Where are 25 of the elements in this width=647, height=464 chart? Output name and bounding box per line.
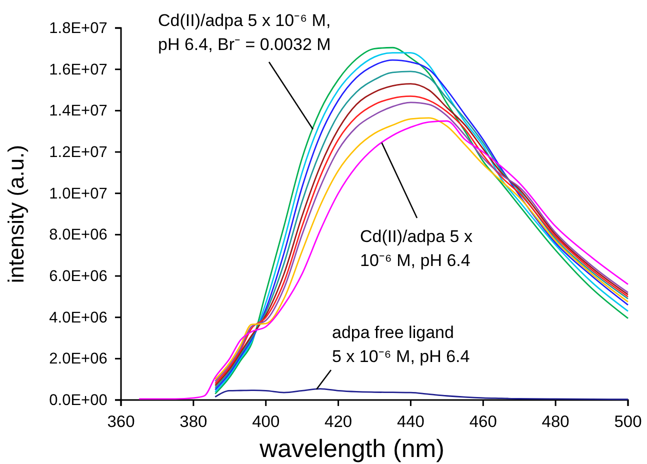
line-series bbox=[138, 120, 629, 400]
x-tick-label: 400 bbox=[252, 413, 280, 432]
y-tick-label: 0.0E+00 bbox=[49, 392, 108, 409]
y-tick-label: 1.6E+07 bbox=[49, 61, 108, 78]
x-tick-label: 460 bbox=[469, 413, 497, 432]
x-tick-label: 380 bbox=[180, 413, 208, 432]
y-tick-label: 1.4E+07 bbox=[49, 102, 108, 120]
y-tick-label: 2.0E+06 bbox=[49, 350, 108, 368]
line-series bbox=[214, 388, 629, 400]
x-tick-label: 440 bbox=[396, 413, 424, 432]
y-tick-label: 4.0E+06 bbox=[49, 309, 108, 326]
x-tick-label: 420 bbox=[324, 413, 352, 432]
annotation: Cd(II)/adpa 5 x 10⁻⁶ M, pH 6.4, Br⁻ = 0.0032 M bbox=[158, 11, 331, 54]
x-axis-title: wavelength (nm) bbox=[258, 435, 444, 463]
y-tick-label: 1.0E+07 bbox=[49, 185, 108, 202]
y-tick-label: 8.0E+06 bbox=[49, 226, 108, 244]
annotation: Cd(II)/adpa 5 x 10⁻⁶ M, pH 6.4 bbox=[360, 227, 473, 270]
x-tick-label: 360 bbox=[107, 413, 135, 432]
x-tick-label: 480 bbox=[542, 413, 570, 432]
y-tick-label: 6.0E+06 bbox=[49, 268, 108, 285]
y-tick-label: 1.2E+07 bbox=[49, 144, 108, 161]
y-tick-label: 1.8E+07 bbox=[49, 20, 108, 37]
x-tick-label: 500 bbox=[614, 413, 642, 432]
y-axis-title: intensity (a.u.) bbox=[4, 144, 29, 284]
annotation: adpa free ligand 5 x 10⁻⁶ M, pH 6.4 bbox=[332, 323, 470, 366]
